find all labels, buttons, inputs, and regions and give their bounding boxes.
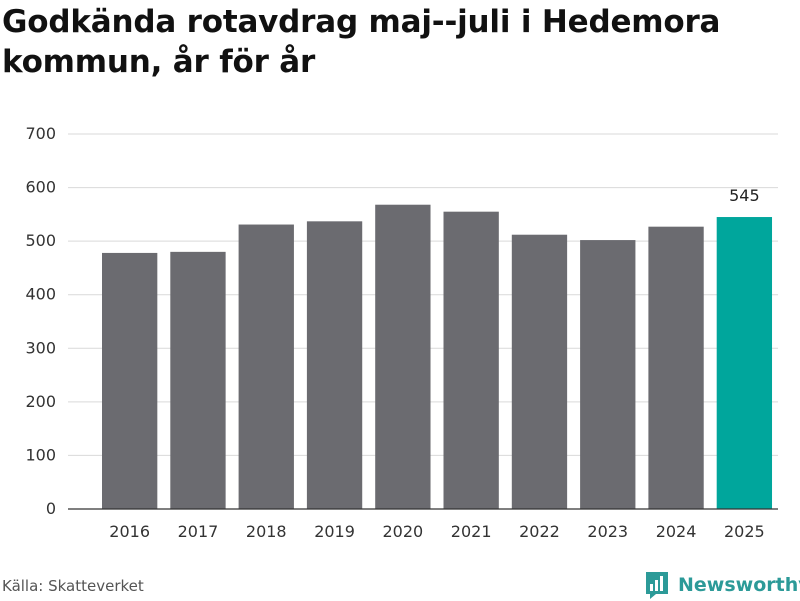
x-tick-label: 2022 — [519, 522, 560, 541]
y-tick-label: 400 — [25, 285, 56, 304]
bars — [102, 204, 773, 510]
y-tick-label: 500 — [25, 231, 56, 250]
source-note: Källa: Skatteverket — [2, 577, 144, 595]
x-tick-label: 2018 — [246, 522, 287, 541]
x-tick-label: 2021 — [451, 522, 492, 541]
bar-2018 — [238, 224, 294, 510]
data-labels: 545 — [729, 186, 760, 205]
x-tick-label: 2023 — [587, 522, 628, 541]
y-tick-label: 600 — [25, 178, 56, 197]
bar-2020 — [375, 204, 431, 509]
chart-title: Godkända rotavdrag maj--juli i Hedemora … — [2, 4, 721, 80]
bar-2019 — [306, 221, 363, 510]
y-tick-label: 200 — [25, 392, 56, 411]
x-tick-label: 2016 — [109, 522, 150, 541]
bar-2024 — [648, 226, 704, 509]
y-tick-label: 100 — [25, 445, 56, 464]
x-tick-label: 2020 — [383, 522, 424, 541]
bar-2025 — [716, 217, 773, 510]
x-tick-label: 2024 — [656, 522, 697, 541]
brand-logo: Newsworthy — [644, 569, 800, 601]
y-tick-label: 700 — [25, 124, 56, 143]
x-tick-label: 2025 — [724, 522, 765, 541]
y-axis-ticks: 0 100 200 300 400 500 600 700 — [25, 124, 56, 518]
brand-name: Newsworthy — [678, 574, 800, 596]
y-tick-label: 300 — [25, 338, 56, 357]
bar-2021 — [443, 211, 499, 509]
x-axis-ticks: 2016 2017 2018 2019 2020 2021 2022 2023 2024 2025 — [109, 522, 764, 541]
bar-2023 — [580, 240, 636, 510]
bar-2016 — [102, 252, 158, 509]
bar-2022 — [511, 234, 568, 509]
bar-2017 — [170, 251, 226, 509]
newsworthy-icon — [646, 572, 668, 599]
data-label: 545 — [729, 186, 760, 205]
x-tick-label: 2019 — [314, 522, 355, 541]
y-tick-label: 0 — [46, 499, 56, 518]
x-tick-label: 2017 — [178, 522, 219, 541]
